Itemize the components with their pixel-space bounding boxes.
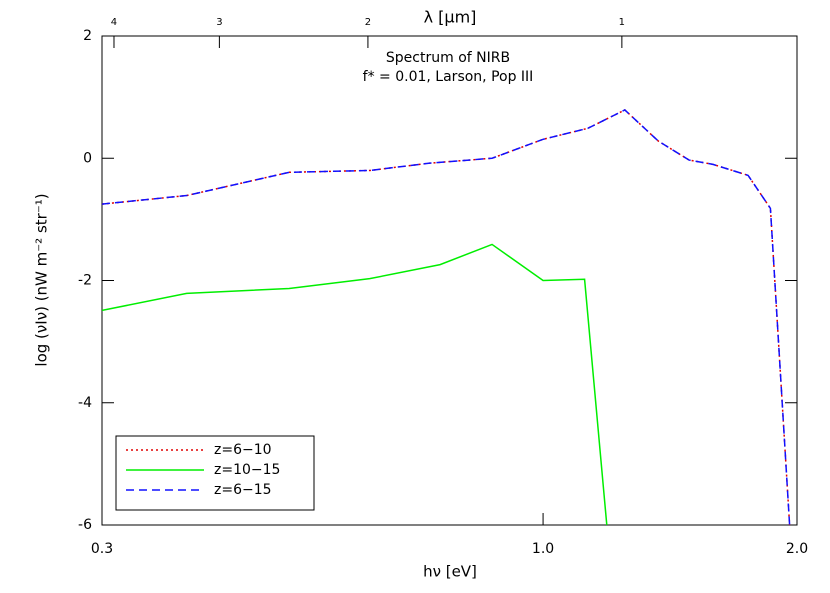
legend-label: z=6−15 (214, 482, 272, 498)
legend-label: z=6−10 (214, 442, 272, 458)
x-tick-label: 1.0 (532, 541, 554, 557)
annotation: f* = 0.01, Larson, Pop III (363, 69, 534, 85)
x-axis-label: hν [eV] (423, 563, 477, 581)
x2-tick-label: 3 (216, 17, 222, 28)
y-tick-label: -6 (78, 517, 92, 533)
x2-axis-label: λ [μm] (424, 8, 477, 27)
x2-tick-label: 1 (619, 17, 625, 28)
y-tick-label: 2 (83, 28, 92, 44)
series-line (102, 243, 608, 525)
y-tick-label: -2 (78, 273, 92, 289)
x-tick-label: 2.0 (786, 541, 808, 557)
legend-label: z=10−15 (214, 462, 280, 478)
x2-tick-label: 2 (365, 17, 371, 28)
series-line (102, 109, 791, 525)
y-tick-label: -4 (78, 395, 92, 411)
y-tick-label: 0 (83, 150, 92, 166)
y-axis-label: log (νIν) (nW m⁻² str⁻¹) (33, 193, 51, 366)
x2-tick-label: 4 (111, 17, 117, 28)
annotation: Spectrum of NIRB (386, 50, 510, 66)
x-tick-label: 0.3 (91, 541, 113, 557)
legend-box (115, 435, 315, 511)
